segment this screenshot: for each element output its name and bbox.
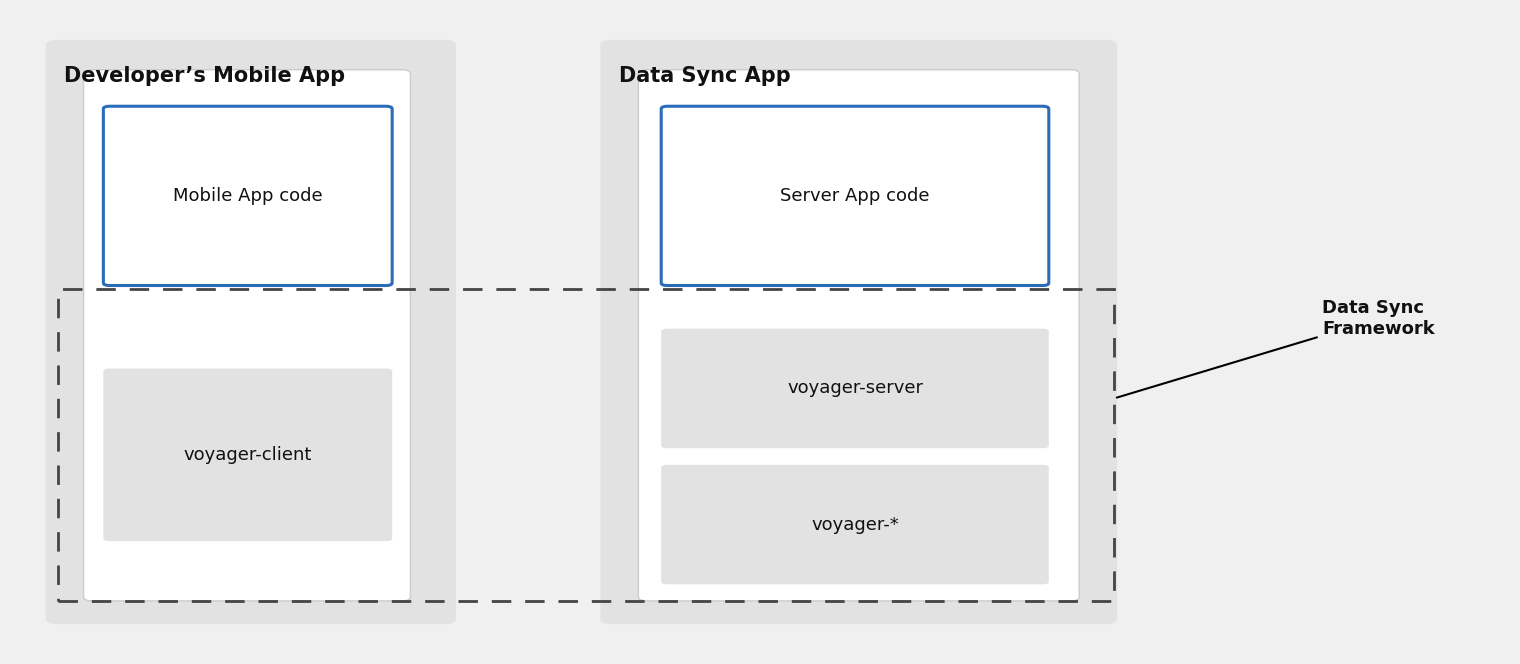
FancyBboxPatch shape (84, 70, 410, 601)
FancyBboxPatch shape (638, 70, 1079, 601)
FancyBboxPatch shape (661, 465, 1049, 584)
FancyBboxPatch shape (46, 40, 456, 624)
FancyBboxPatch shape (661, 106, 1049, 286)
Text: Server App code: Server App code (780, 187, 930, 205)
Text: voyager-client: voyager-client (184, 446, 312, 464)
Bar (58, 289, 1114, 601)
FancyBboxPatch shape (103, 369, 392, 541)
Text: voyager-server: voyager-server (787, 379, 923, 398)
Text: Data Sync App: Data Sync App (619, 66, 790, 86)
Text: voyager-*: voyager-* (812, 515, 898, 534)
Text: Developer’s Mobile App: Developer’s Mobile App (64, 66, 345, 86)
Text: Mobile App code: Mobile App code (173, 187, 322, 205)
FancyBboxPatch shape (103, 106, 392, 286)
FancyBboxPatch shape (600, 40, 1117, 624)
FancyBboxPatch shape (661, 329, 1049, 448)
Text: Data Sync
Framework: Data Sync Framework (1117, 299, 1435, 398)
